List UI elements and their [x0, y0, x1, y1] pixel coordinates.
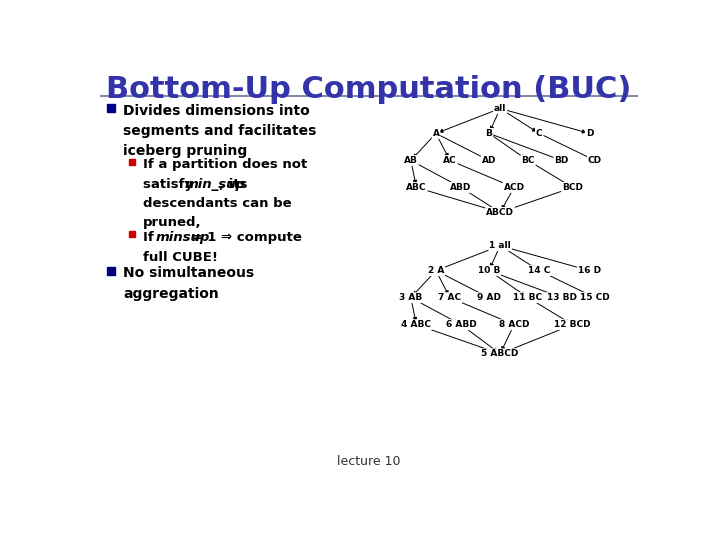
- Text: AC: AC: [443, 156, 456, 165]
- Text: 1 all: 1 all: [490, 241, 511, 250]
- Text: ABC: ABC: [406, 183, 427, 192]
- Text: BCD: BCD: [562, 183, 583, 192]
- Text: 10 B: 10 B: [478, 266, 500, 275]
- Text: 14 C: 14 C: [528, 266, 550, 275]
- Text: 13 BD: 13 BD: [546, 293, 577, 302]
- Text: 8 ACD: 8 ACD: [499, 320, 529, 329]
- Text: 6 ABD: 6 ABD: [446, 320, 477, 329]
- Text: BC: BC: [521, 156, 535, 165]
- Text: = 1 ⇒ compute: = 1 ⇒ compute: [186, 231, 302, 244]
- Text: BD: BD: [554, 156, 569, 165]
- Text: AD: AD: [482, 156, 496, 165]
- Text: 4 ABC: 4 ABC: [402, 320, 431, 329]
- Text: 7 AC: 7 AC: [438, 293, 462, 302]
- Text: B: B: [485, 129, 492, 138]
- Text: If: If: [143, 231, 158, 244]
- Text: No simultaneous
aggregation: No simultaneous aggregation: [124, 266, 255, 301]
- Text: ACD: ACD: [503, 183, 525, 192]
- Text: 3 AB: 3 AB: [399, 293, 423, 302]
- Text: If a partition does not: If a partition does not: [143, 158, 307, 171]
- Text: 11 BC: 11 BC: [513, 293, 543, 302]
- Text: Divides dimensions into
segments and facilitates
iceberg pruning: Divides dimensions into segments and fac…: [124, 104, 317, 158]
- Text: D: D: [585, 129, 593, 138]
- Text: full CUBE!: full CUBE!: [143, 251, 218, 264]
- Text: A: A: [433, 129, 439, 138]
- Text: satisfy: satisfy: [143, 178, 198, 191]
- Text: descendants can be
pruned,: descendants can be pruned,: [143, 198, 292, 229]
- Text: 16 D: 16 D: [578, 266, 601, 275]
- Text: ABD: ABD: [451, 183, 472, 192]
- Text: all: all: [494, 104, 506, 113]
- Text: , its: , its: [220, 178, 248, 191]
- Text: CD: CD: [588, 156, 602, 165]
- Text: minsup: minsup: [156, 231, 210, 244]
- Text: 2 A: 2 A: [428, 266, 444, 275]
- Text: 12 BCD: 12 BCD: [554, 320, 591, 329]
- Text: min_sup: min_sup: [185, 178, 246, 191]
- Text: 5 ABCD: 5 ABCD: [482, 349, 519, 358]
- Text: lecture 10: lecture 10: [337, 455, 401, 468]
- Text: C: C: [536, 129, 542, 138]
- Text: AB: AB: [404, 156, 418, 165]
- Text: 15 CD: 15 CD: [580, 293, 610, 302]
- Text: Bottom-Up Computation (BUC): Bottom-Up Computation (BUC): [107, 75, 631, 104]
- Text: ABCD: ABCD: [486, 208, 514, 217]
- Text: 9 AD: 9 AD: [477, 293, 501, 302]
